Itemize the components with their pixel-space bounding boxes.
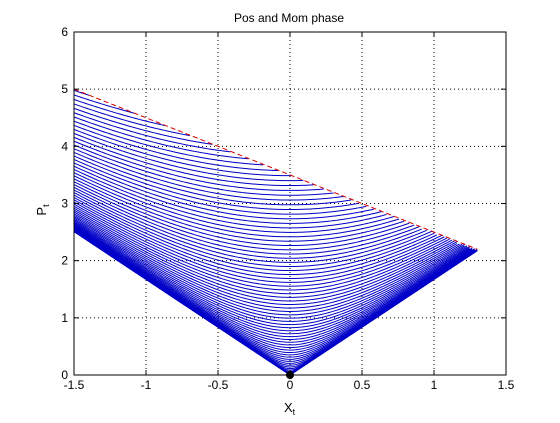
curve-line: [74, 178, 405, 242]
curve-line: [74, 228, 475, 349]
curve-line: [74, 148, 344, 201]
y-axis-label: Pt: [34, 204, 51, 216]
curve-line: [74, 124, 279, 172]
x-tick-label: -1.5: [64, 378, 85, 392]
curve-line: [74, 220, 465, 319]
curve-line: [74, 228, 475, 351]
curve-line: [74, 223, 470, 329]
curve-line: [74, 226, 473, 340]
curve-line: [74, 112, 231, 153]
y-tick-label: 0: [61, 368, 68, 382]
curve-line: [74, 205, 448, 287]
chart-title: Pos and Mom phase: [234, 11, 344, 25]
curve-line: [74, 169, 387, 229]
curve-line: [74, 99, 165, 126]
curve-line: [74, 181, 410, 247]
curve-line: [74, 222, 468, 326]
curve-line: [74, 184, 415, 251]
curve-line: [74, 144, 334, 196]
curve-line: [74, 214, 458, 306]
y-tick-label: 2: [61, 254, 68, 268]
curve-line: [74, 186, 420, 255]
x-tick-label: 1.5: [498, 378, 515, 392]
y-tick-label: 1: [61, 311, 68, 325]
curve-line: [74, 89, 90, 96]
curve-line: [74, 94, 135, 114]
envelope-line: [73, 88, 478, 250]
curve-line: [74, 201, 443, 279]
y-axis-label-sub: t: [41, 204, 51, 207]
y-axis-ticks: 0 1 2 3 4 5 6: [61, 25, 506, 382]
curve-line: [74, 199, 438, 276]
curve-line: [74, 203, 445, 283]
x-tick-label: -0.5: [208, 378, 229, 392]
curve-line: [74, 120, 264, 166]
y-tick-label: 4: [61, 139, 68, 153]
curve-line: [74, 217, 463, 312]
curve-line: [74, 132, 304, 182]
y-tick-label: 6: [61, 25, 68, 39]
curve-line: [74, 116, 248, 160]
curve-line: [74, 172, 395, 233]
x-axis-ticks: -1.5 -1 -0.5 0 0.5 1 1.5: [64, 32, 515, 392]
x-tick-label: 0.5: [354, 378, 371, 392]
curve-line: [74, 162, 374, 220]
x-axis-label: Xt: [284, 400, 296, 417]
curve-line: [74, 216, 460, 309]
x-axis-label-sub: t: [293, 407, 296, 417]
curve-line: [74, 128, 291, 177]
svg-text:Pt: Pt: [34, 204, 51, 216]
curve-line: [74, 197, 435, 272]
curve-line: [74, 207, 450, 291]
curve-line: [74, 151, 352, 206]
curve-line: [74, 189, 422, 259]
curve-line: [74, 226, 473, 338]
curve-line: [74, 103, 191, 137]
curve-line: [74, 155, 359, 211]
curve-line: [74, 107, 213, 145]
x-tick-label: 0: [287, 378, 294, 392]
curve-line: [74, 194, 433, 268]
curve-line: [74, 225, 470, 335]
curve-line: [74, 221, 468, 322]
y-tick-label: 5: [61, 82, 68, 96]
curve-line: [74, 209, 453, 295]
curve-line: [74, 227, 475, 346]
x-tick-label: 1: [431, 378, 438, 392]
curve-family: [74, 89, 478, 375]
curve-line: [74, 175, 400, 238]
curve-line: [74, 140, 324, 191]
curve-line: [74, 224, 470, 332]
curve-line: [74, 165, 382, 224]
curve-line: [74, 211, 455, 298]
curve-line: [74, 218, 465, 316]
x-axis-label-main: X: [284, 400, 293, 415]
curve-line: [74, 192, 427, 263]
x-tick-label: -1: [141, 378, 152, 392]
y-tick-label: 3: [61, 197, 68, 211]
curve-line: [74, 227, 473, 343]
curve-line: [74, 136, 314, 187]
curve-line: [74, 213, 458, 302]
curve-line: [74, 159, 367, 215]
y-axis-label-main: P: [34, 207, 49, 216]
envelope-layer: [73, 88, 478, 250]
